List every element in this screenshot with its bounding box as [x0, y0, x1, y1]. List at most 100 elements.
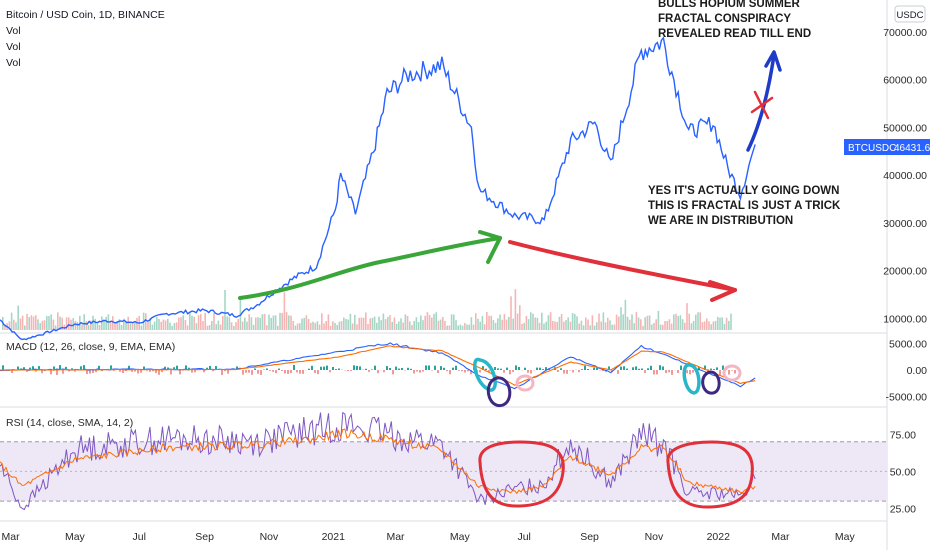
macd-histogram-bar	[677, 370, 679, 373]
macd-histogram-bar	[617, 370, 619, 374]
volume-bar	[442, 317, 444, 330]
volume-bar	[391, 322, 393, 330]
volume-bar	[422, 320, 424, 330]
macd-histogram-bar	[368, 370, 370, 372]
volume-bar	[332, 321, 334, 330]
volume-bar	[570, 322, 572, 330]
volume-bar	[259, 318, 261, 330]
volume-bar	[22, 316, 24, 330]
volume-bar	[526, 316, 528, 330]
volume-bar	[398, 322, 400, 331]
volume-bar	[431, 318, 433, 331]
volume-bar	[596, 322, 598, 330]
macd-histogram-bar	[278, 369, 280, 370]
volume-bar	[347, 320, 349, 330]
volume-bar	[277, 326, 279, 330]
volume-bar	[237, 319, 239, 330]
volume-bar	[400, 318, 402, 330]
volume-bar	[631, 314, 633, 330]
volume-bar	[730, 314, 732, 330]
volume-bar	[323, 323, 325, 330]
volume-bar	[380, 320, 382, 330]
volume-bar	[471, 317, 473, 330]
macd-histogram-bar	[455, 366, 457, 370]
volume-bar	[519, 305, 521, 330]
macd-histogram-bar	[353, 365, 355, 370]
volume-bar	[352, 324, 354, 331]
volume-bar	[75, 321, 77, 330]
macd-histogram-bar	[2, 365, 4, 370]
macd-histogram-bar	[284, 370, 286, 373]
volume-bar	[28, 317, 30, 330]
time-tick-label: 2021	[322, 531, 346, 543]
volume-bar	[515, 289, 517, 330]
volume-bar	[284, 292, 286, 330]
volume-bar	[396, 324, 398, 330]
volume-bar	[506, 320, 508, 330]
volume-bar	[552, 321, 554, 330]
volume-bar	[710, 324, 712, 330]
volume-bar	[490, 316, 492, 330]
volume-bar	[499, 315, 501, 331]
price-tag-ticker: BTCUSDC	[848, 143, 896, 154]
volume-bar	[528, 319, 530, 330]
volume-bar	[132, 323, 134, 330]
macd-histogram-bar	[512, 370, 514, 372]
macd-histogram-bar	[374, 366, 376, 370]
volume-bar	[594, 326, 596, 330]
price-tick-label: 20000.00	[883, 266, 927, 278]
macd-histogram-bar	[392, 370, 394, 374]
volume-bar	[105, 317, 107, 330]
volume-bar	[449, 325, 451, 330]
macd-histogram-bar	[311, 366, 313, 370]
volume-bar	[165, 321, 167, 331]
volume-bar	[53, 320, 55, 330]
macd-histogram-bar	[668, 370, 670, 372]
volume-bar	[409, 322, 411, 331]
volume-bar	[383, 314, 385, 330]
volume-bar	[451, 314, 453, 330]
volume-bar	[325, 321, 327, 330]
volume-bar	[207, 326, 209, 330]
volume-bar	[31, 315, 33, 330]
volume-bar	[433, 314, 435, 330]
volume-bar	[244, 318, 246, 330]
volume-bar	[101, 316, 103, 330]
macd-histogram-bar	[269, 370, 271, 371]
volume-bar	[286, 312, 288, 330]
volume-bar	[145, 313, 147, 330]
volume-bar	[266, 325, 268, 330]
volume-bar	[171, 326, 173, 330]
volume-bar	[479, 322, 481, 330]
macd-histogram-bar	[581, 369, 583, 370]
volume-bar	[706, 319, 708, 331]
volume-bar	[185, 320, 187, 330]
macd-histogram-bar	[689, 370, 691, 374]
volume-bar	[616, 315, 618, 330]
volume-bar	[486, 312, 488, 330]
volume-bar	[94, 319, 96, 330]
volume-bar	[453, 315, 455, 331]
volume-bar	[497, 318, 499, 330]
volume-bar	[198, 315, 200, 330]
volume-bar	[20, 318, 22, 330]
volume-bar	[15, 322, 17, 330]
volume-bar	[295, 326, 297, 330]
macd-histogram-bar	[287, 370, 289, 374]
volume-bar	[532, 314, 534, 330]
volume-bar	[114, 323, 116, 330]
volume-bar	[334, 323, 336, 330]
volume-bar	[141, 326, 143, 330]
currency-badge-label: USDC	[897, 10, 924, 21]
mid-note-line-3: WE ARE IN DISTRIBUTION	[648, 215, 793, 227]
volume-bar	[488, 316, 490, 330]
macd-histogram-bar	[632, 367, 634, 370]
volume-bar	[319, 325, 321, 330]
volume-bar	[204, 313, 206, 330]
volume-bar	[218, 321, 220, 330]
volume-bar	[356, 324, 358, 330]
time-tick-label: Mar	[2, 531, 21, 543]
volume-bar	[609, 320, 611, 330]
